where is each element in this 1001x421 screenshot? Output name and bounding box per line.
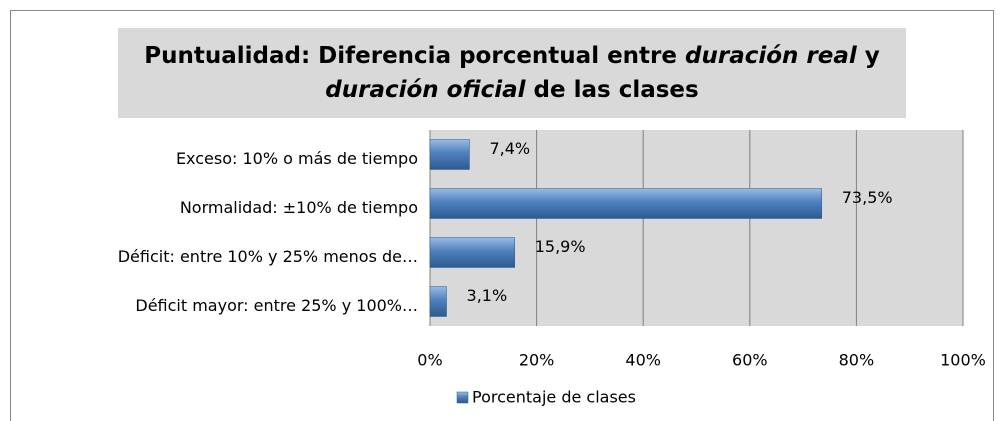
plot-area xyxy=(430,130,963,326)
y-tick-label: Normalidad: ±10% de tiempo xyxy=(180,198,418,217)
x-tick-label: 40% xyxy=(625,351,661,370)
value-label: 7,4% xyxy=(489,139,530,158)
value-label: 15,9% xyxy=(535,237,586,256)
title-run: duración real xyxy=(685,43,858,69)
bar xyxy=(429,139,470,170)
y-tick-label: Exceso: 10% o más de tiempo xyxy=(176,149,418,168)
x-tick-label: 100% xyxy=(940,351,986,370)
x-tick-label: 60% xyxy=(732,351,768,370)
title-run: Puntualidad: Diferencia porcentual entre xyxy=(144,43,685,69)
chart-title: Puntualidad: Diferencia porcentual entre… xyxy=(144,43,880,69)
y-tick-label: Déficit mayor: entre 25% y 100%… xyxy=(135,296,418,315)
title-run: de las clases xyxy=(526,77,699,103)
chart-border xyxy=(10,10,994,421)
chart-title: duración oficial de las clases xyxy=(325,77,698,103)
x-tick-label: 80% xyxy=(839,351,875,370)
title-run: y xyxy=(857,43,880,69)
value-label: 3,1% xyxy=(467,286,508,305)
bar xyxy=(429,237,515,268)
legend-marker xyxy=(456,391,469,404)
title-background xyxy=(118,28,906,118)
bar xyxy=(429,188,823,219)
x-tick-label: 0% xyxy=(417,351,442,370)
y-tick-label: Déficit: entre 10% y 25% menos de… xyxy=(118,247,418,266)
bar xyxy=(429,286,447,317)
legend-label: Porcentaje de clases xyxy=(472,388,636,407)
title-run: duración oficial xyxy=(325,77,526,103)
value-label: 73,5% xyxy=(842,188,893,207)
x-tick-label: 20% xyxy=(519,351,555,370)
